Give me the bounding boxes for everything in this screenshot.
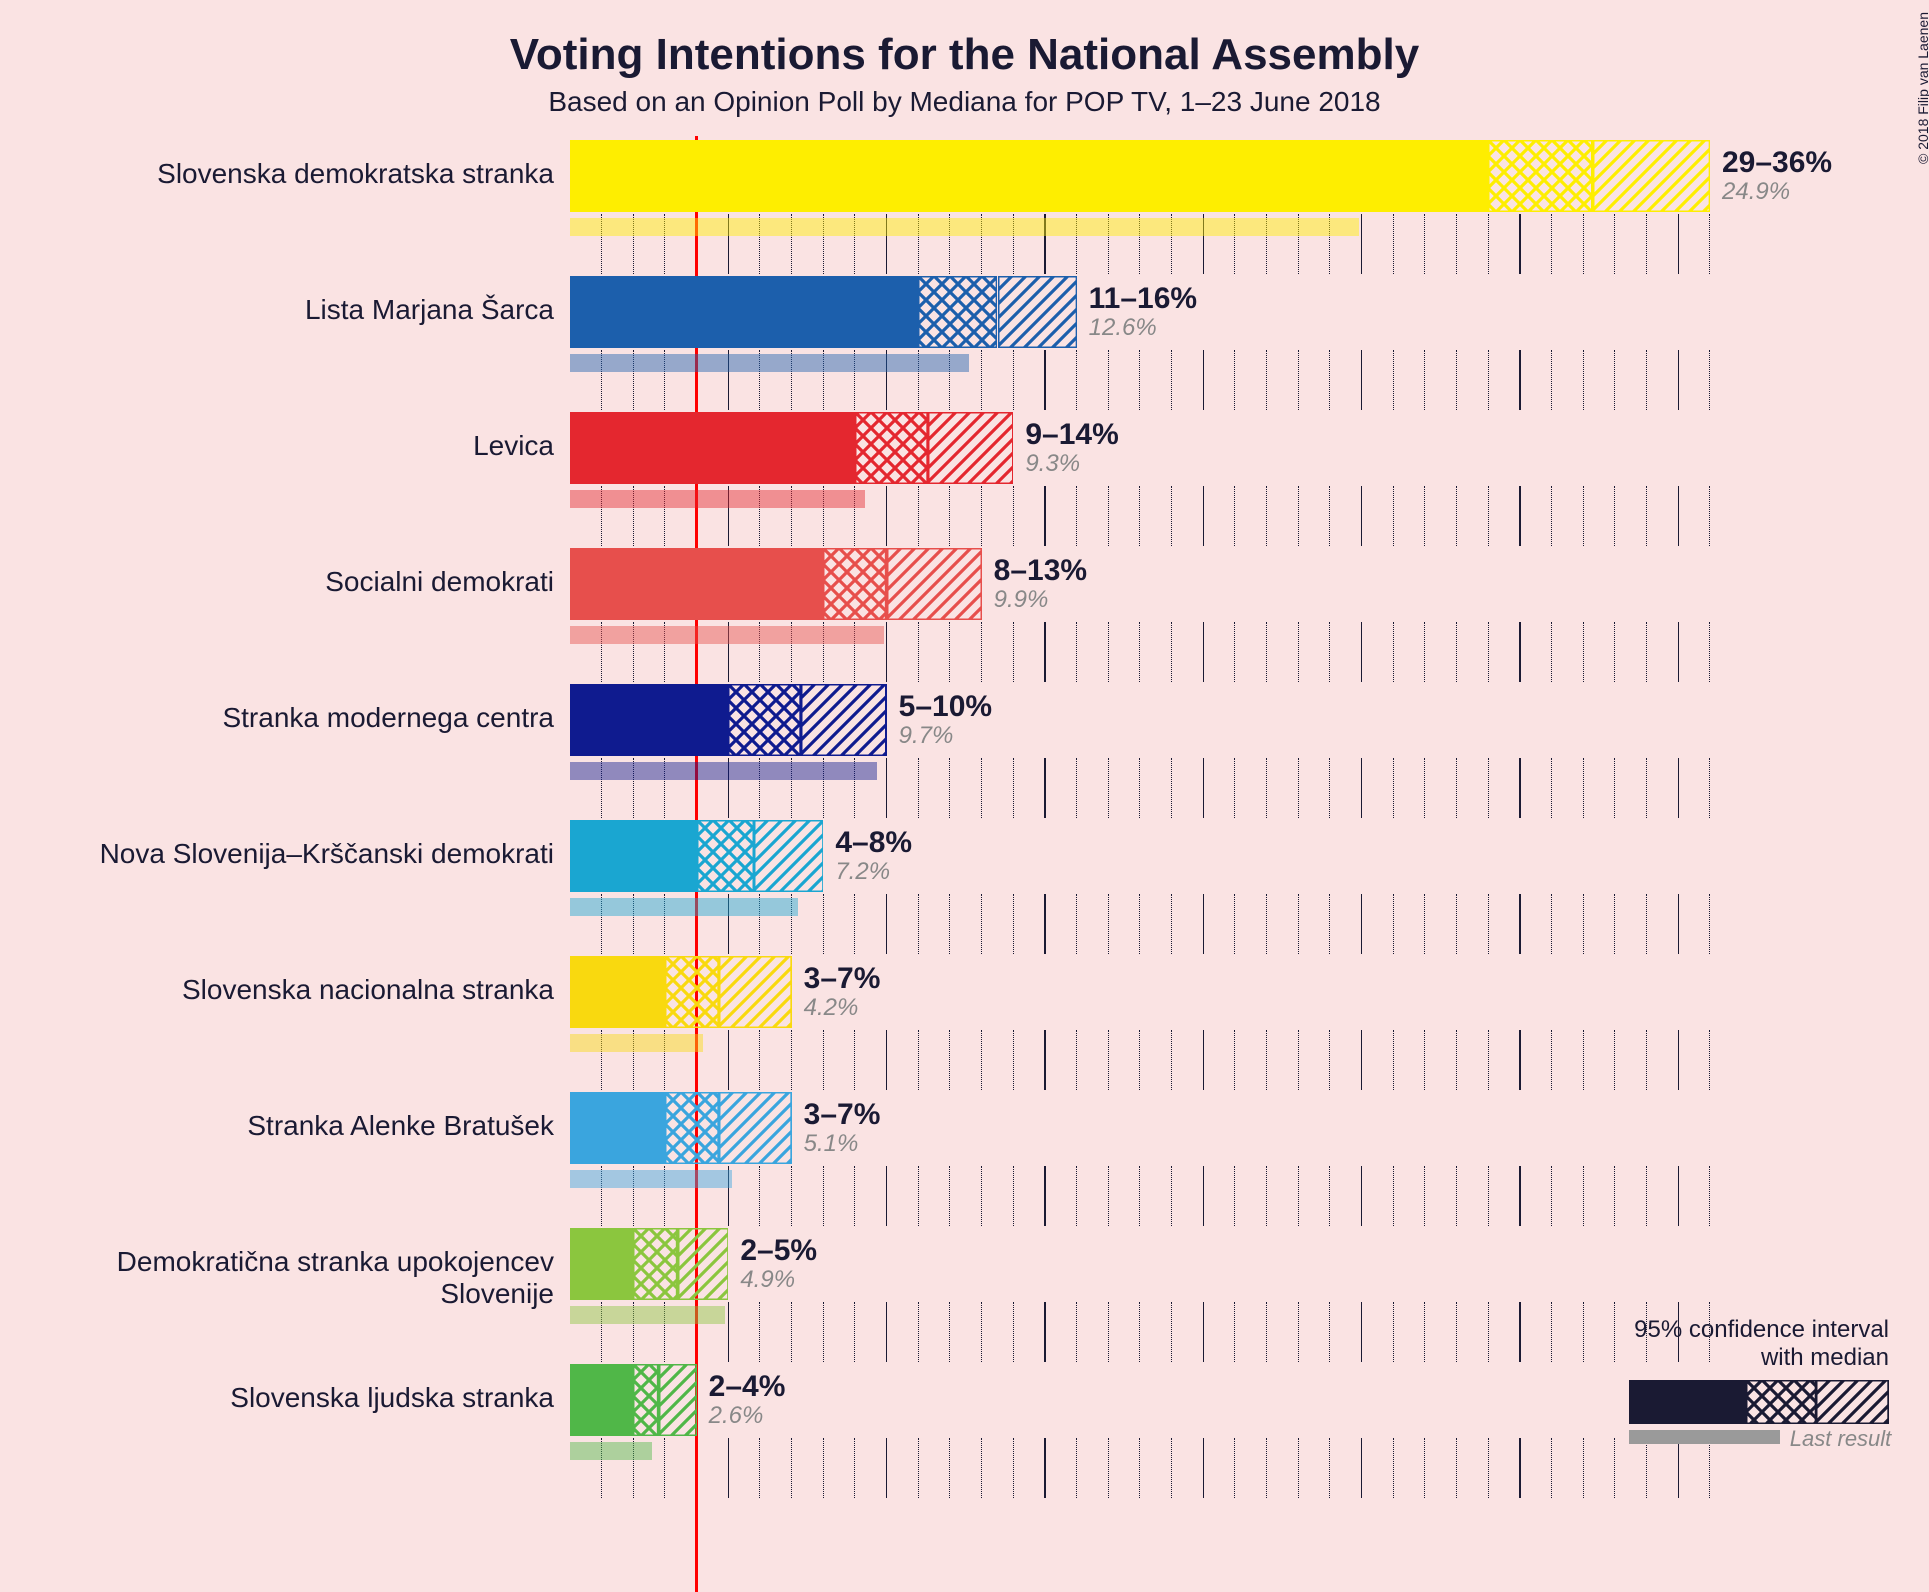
last-result-bar xyxy=(570,762,877,780)
party-label: Slovenska ljudska stranka xyxy=(230,1382,554,1414)
last-result-bar xyxy=(570,1306,725,1324)
bar-solid xyxy=(570,684,728,756)
range-label: 29–36% xyxy=(1722,146,1832,180)
bar-solid xyxy=(570,1092,665,1164)
bar-crosshatch xyxy=(1488,140,1593,212)
bar-solid xyxy=(570,1364,633,1436)
bar-row: Levica 9–14%9.3% xyxy=(0,412,1929,548)
range-label: 5–10% xyxy=(899,690,992,724)
range-label: 3–7% xyxy=(804,1098,881,1132)
range-label: 2–4% xyxy=(709,1370,786,1404)
prev-label: 24.9% xyxy=(1722,178,1790,206)
bar-crosshatch xyxy=(665,1092,719,1164)
range-label: 3–7% xyxy=(804,962,881,996)
party-label: Stranka modernega centra xyxy=(222,702,554,734)
range-label: 4–8% xyxy=(835,826,912,860)
chart-title: Voting Intentions for the National Assem… xyxy=(0,30,1929,80)
party-label: Slovenska nacionalna stranka xyxy=(182,974,554,1006)
bar-solid xyxy=(570,1228,633,1300)
bar-solid xyxy=(570,548,823,620)
party-label: Socialni demokrati xyxy=(325,566,554,598)
bar-solid xyxy=(570,956,665,1028)
bar-crosshatch xyxy=(855,412,928,484)
legend-bar-diag xyxy=(1816,1380,1889,1424)
legend-last-label: Last result xyxy=(1790,1426,1892,1452)
prev-label: 5.1% xyxy=(804,1130,859,1158)
last-result-bar xyxy=(570,1170,732,1188)
bar-row: Nova Slovenija–Krščanski demokrati 4–8%7… xyxy=(0,820,1929,956)
party-label: Levica xyxy=(473,430,554,462)
prev-label: 9.3% xyxy=(1025,450,1080,478)
legend-bar-solid xyxy=(1629,1380,1746,1424)
bar-crosshatch xyxy=(823,548,886,620)
prev-label: 2.6% xyxy=(709,1402,764,1430)
legend-title-2: with median xyxy=(1761,1344,1889,1372)
bar-crosshatch xyxy=(728,684,801,756)
prev-label: 9.7% xyxy=(899,722,954,750)
bar-solid xyxy=(570,140,1488,212)
bar-row: Slovenska nacionalna stranka 3–7%4.2% xyxy=(0,956,1929,1092)
last-result-bar xyxy=(570,1034,703,1052)
bar-row: Stranka modernega centra 5–10%9.7% xyxy=(0,684,1929,820)
bar-crosshatch xyxy=(633,1228,677,1300)
prev-label: 12.6% xyxy=(1089,314,1157,342)
bar-diagonal xyxy=(801,684,887,756)
last-result-bar xyxy=(570,1442,652,1460)
bar-row: Socialni demokrati 8–13%9.9% xyxy=(0,548,1929,684)
legend-last-bar xyxy=(1629,1430,1780,1444)
bar-diagonal xyxy=(754,820,824,892)
bar-diagonal xyxy=(928,412,1014,484)
party-label: Lista Marjana Šarca xyxy=(305,294,554,326)
party-label: Stranka Alenke Bratušek xyxy=(247,1110,554,1142)
bar-solid xyxy=(570,276,918,348)
bar-diagonal xyxy=(1593,140,1710,212)
last-result-bar xyxy=(570,490,865,508)
bar-diagonal xyxy=(998,276,1077,348)
last-result-bar xyxy=(570,218,1359,236)
bar-crosshatch xyxy=(665,956,719,1028)
last-result-bar xyxy=(570,898,798,916)
bar-diagonal xyxy=(719,956,792,1028)
prev-label: 4.2% xyxy=(804,994,859,1022)
chart-subtitle: Based on an Opinion Poll by Mediana for … xyxy=(0,86,1929,118)
party-label: Slovenska demokratska stranka xyxy=(157,158,554,190)
range-label: 2–5% xyxy=(740,1234,817,1268)
range-label: 8–13% xyxy=(994,554,1087,588)
party-label: Demokratična stranka upokojencev Sloveni… xyxy=(0,1246,554,1310)
range-label: 9–14% xyxy=(1025,418,1118,452)
legend-bar-cross xyxy=(1746,1380,1816,1424)
last-result-bar xyxy=(570,354,969,372)
bar-row: Slovenska demokratska stranka 29–36%24.9… xyxy=(0,140,1929,276)
prev-label: 7.2% xyxy=(835,858,890,886)
bar-crosshatch xyxy=(697,820,754,892)
prev-label: 9.9% xyxy=(994,586,1049,614)
bar-solid xyxy=(570,820,697,892)
bar-solid xyxy=(570,412,855,484)
last-result-bar xyxy=(570,626,884,644)
bar-row: Lista Marjana Šarca 11–16%12.6% xyxy=(0,276,1929,412)
bar-diagonal xyxy=(659,1364,697,1436)
range-label: 11–16% xyxy=(1089,282,1197,316)
bar-diagonal xyxy=(887,548,982,620)
party-label: Nova Slovenija–Krščanski demokrati xyxy=(100,838,554,870)
bar-row: Stranka Alenke Bratušek 3–7%5.1% xyxy=(0,1092,1929,1228)
bar-diagonal xyxy=(719,1092,792,1164)
bar-crosshatch xyxy=(918,276,997,348)
bar-crosshatch xyxy=(633,1364,658,1436)
bar-diagonal xyxy=(678,1228,729,1300)
prev-label: 4.9% xyxy=(740,1266,795,1294)
legend-title-1: 95% confidence interval xyxy=(1634,1316,1889,1344)
